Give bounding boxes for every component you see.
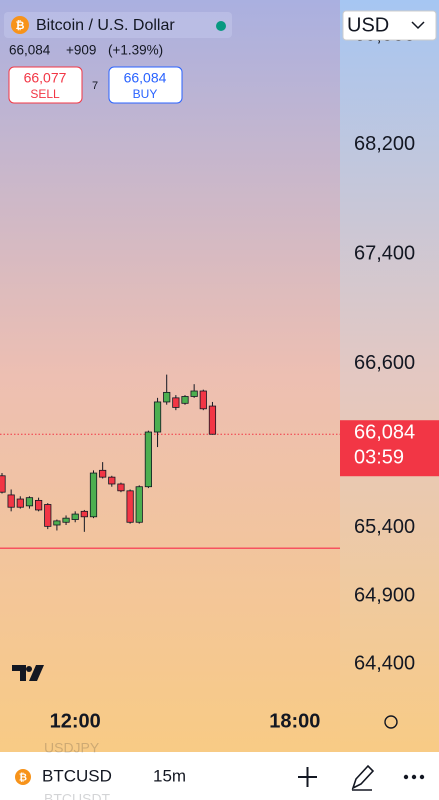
last-price-box — [340, 420, 439, 477]
y-tick-label: 64,400 — [354, 653, 415, 675]
btc-icon — [15, 769, 31, 785]
footer — [0, 752, 439, 800]
candle-body — [208, 405, 217, 435]
candle-body — [80, 510, 88, 518]
buy-button[interactable] — [108, 66, 183, 104]
footer-symbol[interactable]: BTCUSD — [42, 766, 112, 785]
candle-body — [117, 483, 125, 492]
x-tick-label: 18:00 — [269, 710, 320, 732]
buy-label: BUY — [133, 87, 158, 101]
currency: USD — [347, 14, 389, 36]
y-tick-label: 68,200 — [354, 133, 415, 155]
candle-body — [16, 498, 24, 508]
candle-body — [0, 475, 6, 493]
candle-body — [53, 520, 61, 526]
candle-body — [126, 490, 134, 523]
btc-glyph: ₿ — [16, 20, 25, 32]
candle-body — [25, 497, 34, 507]
btc-glyph: ₿ — [19, 772, 27, 784]
sell-price: 66,077 — [24, 70, 67, 86]
symbol-title: Bitcoin / U.S. Dollar — [36, 17, 175, 34]
candle-body — [89, 472, 98, 518]
candle-body — [135, 486, 143, 523]
sell-button[interactable] — [8, 66, 83, 104]
candle-body — [35, 499, 43, 511]
y-tick-label: 67,400 — [354, 243, 415, 265]
candle-body — [7, 494, 15, 508]
candle-body — [199, 390, 207, 410]
candle-body — [181, 396, 189, 404]
plot — [0, 374, 340, 549]
header-price: 66,084 — [9, 43, 51, 58]
candle-body — [99, 469, 107, 478]
buy-price: 66,084 — [124, 70, 167, 86]
header-change-pct: (+1.39%) — [108, 43, 163, 58]
settings-icon[interactable] — [384, 715, 398, 729]
interval[interactable]: 15m — [153, 766, 186, 785]
chart-bg — [0, 0, 340, 752]
more-button[interactable] — [403, 774, 425, 780]
candle-body — [163, 391, 171, 403]
header-change: +909 — [66, 43, 96, 58]
candle-body — [172, 397, 180, 408]
ghost-symbol: USDJPY — [44, 740, 100, 756]
candle-body — [108, 476, 116, 485]
header-bg — [4, 12, 232, 38]
candle-body — [144, 431, 152, 488]
chevron — [411, 21, 425, 30]
ghost-symbol: BTCUSDT — [44, 791, 111, 800]
price-axis: 69,00068,20067,40066,60065,40064,90064,4… — [50, 24, 439, 732]
tv-logo — [12, 665, 44, 681]
y-tick-label: 64,900 — [354, 584, 415, 606]
status-dot — [216, 21, 226, 31]
candle-body — [153, 401, 162, 433]
candle-body — [62, 517, 70, 523]
spread: 7 — [92, 80, 98, 92]
axis-bg — [340, 0, 439, 752]
last-price-label: 66,084 — [354, 422, 415, 444]
add-button[interactable] — [298, 767, 317, 787]
candle-body — [44, 504, 52, 527]
tv-logo-dot — [26, 666, 32, 672]
currency-select[interactable] — [342, 10, 437, 41]
countdown: 03:59 — [354, 447, 404, 469]
candle-body — [190, 390, 198, 397]
y-tick-label: 65,400 — [354, 516, 415, 538]
candle-body — [71, 513, 79, 520]
x-tick-label: 12:00 — [50, 710, 101, 732]
draw-button[interactable] — [351, 764, 375, 791]
btc-icon — [11, 16, 29, 34]
y-tick-label: 66,600 — [354, 352, 415, 374]
sell-label: SELL — [30, 87, 60, 101]
